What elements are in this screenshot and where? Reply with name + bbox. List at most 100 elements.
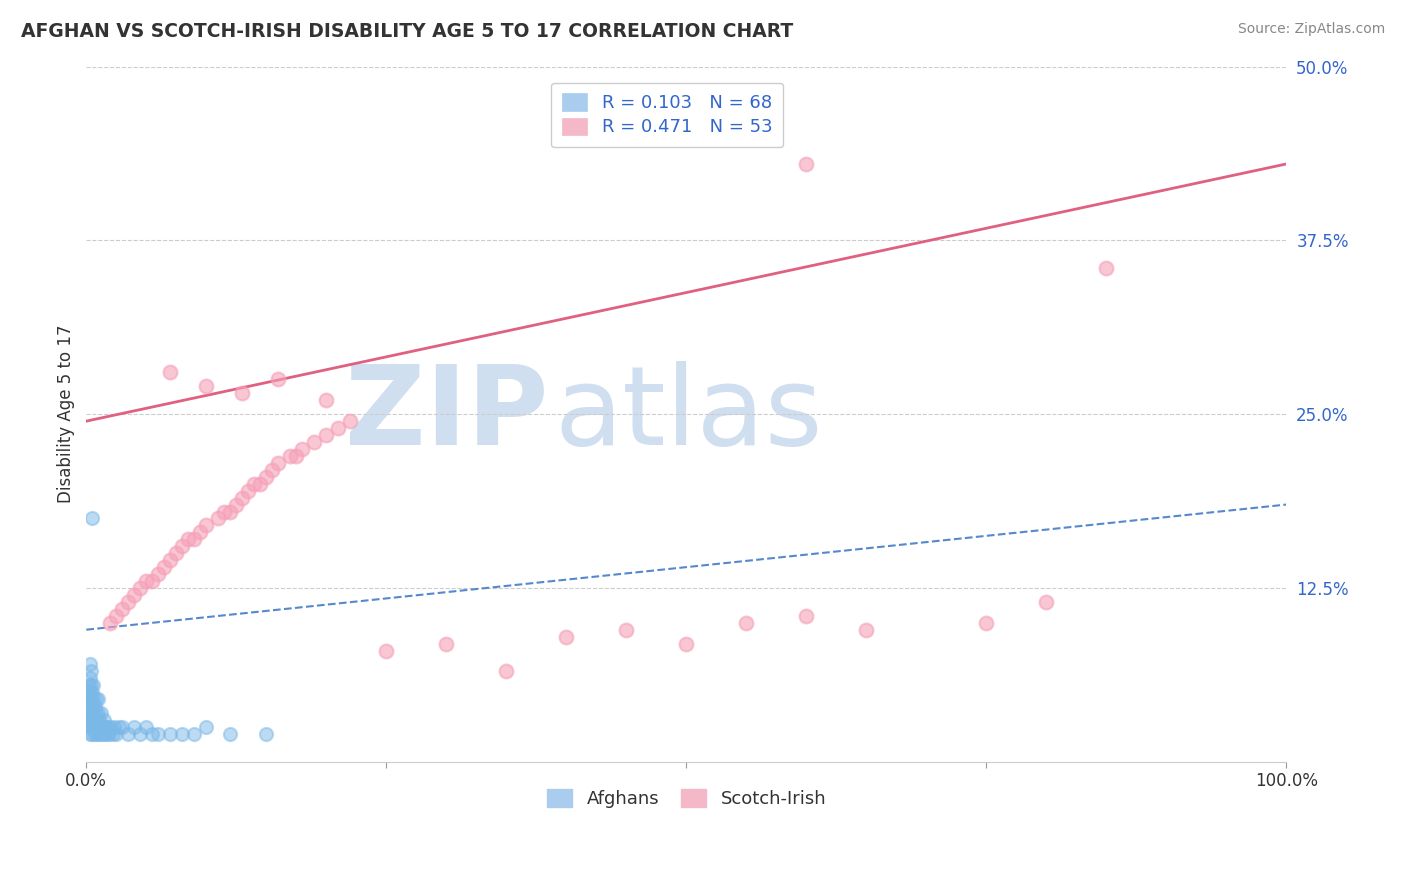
Point xyxy=(103,720,125,734)
Point xyxy=(148,567,170,582)
Point xyxy=(87,706,110,720)
Point xyxy=(735,615,758,630)
Point xyxy=(219,504,242,518)
Point xyxy=(195,518,218,533)
Point xyxy=(159,727,181,741)
Point xyxy=(98,727,121,741)
Text: AFGHAN VS SCOTCH-IRISH DISABILITY AGE 5 TO 17 CORRELATION CHART: AFGHAN VS SCOTCH-IRISH DISABILITY AGE 5 … xyxy=(21,22,793,41)
Point xyxy=(82,713,104,727)
Point xyxy=(135,574,157,588)
Point xyxy=(93,713,115,727)
Point xyxy=(159,366,181,380)
Point xyxy=(98,615,121,630)
Point xyxy=(79,685,101,699)
Point xyxy=(111,720,134,734)
Point xyxy=(243,476,266,491)
Point xyxy=(79,727,101,741)
Point xyxy=(495,665,517,679)
Point xyxy=(80,706,103,720)
Point xyxy=(79,699,101,714)
Point xyxy=(135,720,157,734)
Point xyxy=(83,713,105,727)
Point xyxy=(77,720,100,734)
Point xyxy=(83,727,105,741)
Point xyxy=(80,720,103,734)
Point xyxy=(555,630,578,644)
Y-axis label: Disability Age 5 to 17: Disability Age 5 to 17 xyxy=(58,325,75,503)
Point xyxy=(105,727,128,741)
Point xyxy=(84,692,107,706)
Point xyxy=(183,533,205,547)
Point xyxy=(254,727,277,741)
Point xyxy=(195,379,218,393)
Point xyxy=(82,685,104,699)
Point xyxy=(117,595,139,609)
Point xyxy=(84,706,107,720)
Point xyxy=(304,435,326,450)
Point xyxy=(231,386,253,401)
Point xyxy=(76,685,98,699)
Point xyxy=(90,720,112,734)
Point xyxy=(183,727,205,741)
Point xyxy=(105,608,128,623)
Point xyxy=(328,421,350,435)
Point xyxy=(107,720,129,734)
Point xyxy=(177,533,200,547)
Point xyxy=(249,476,271,491)
Point xyxy=(80,678,103,692)
Point xyxy=(267,456,290,470)
Point xyxy=(129,581,152,595)
Point xyxy=(675,637,697,651)
Point xyxy=(77,692,100,706)
Point xyxy=(124,588,146,602)
Point xyxy=(976,615,998,630)
Point xyxy=(82,706,104,720)
Point xyxy=(267,372,290,386)
Point xyxy=(76,699,98,714)
Point xyxy=(90,706,112,720)
Point xyxy=(188,525,211,540)
Point xyxy=(855,623,877,637)
Point xyxy=(101,727,124,741)
Point xyxy=(141,727,163,741)
Text: ZIP: ZIP xyxy=(344,360,548,467)
Point xyxy=(278,449,301,463)
Point xyxy=(96,727,118,741)
Point xyxy=(172,727,194,741)
Point xyxy=(315,393,337,408)
Point xyxy=(87,720,110,734)
Point xyxy=(86,727,108,741)
Point xyxy=(89,727,111,741)
Point xyxy=(79,657,101,672)
Point xyxy=(77,706,100,720)
Point xyxy=(80,692,103,706)
Point xyxy=(231,491,253,505)
Point xyxy=(225,498,247,512)
Point xyxy=(77,678,100,692)
Point xyxy=(1095,261,1118,276)
Point xyxy=(339,414,361,428)
Point xyxy=(94,720,117,734)
Point xyxy=(214,504,236,518)
Point xyxy=(172,539,194,553)
Point xyxy=(82,720,104,734)
Point xyxy=(82,692,104,706)
Point xyxy=(79,713,101,727)
Text: Source: ZipAtlas.com: Source: ZipAtlas.com xyxy=(1237,22,1385,37)
Point xyxy=(97,720,120,734)
Point xyxy=(84,720,107,734)
Point xyxy=(153,560,176,574)
Point xyxy=(434,637,457,651)
Point xyxy=(89,713,111,727)
Point xyxy=(219,727,242,741)
Point xyxy=(165,546,187,560)
Point xyxy=(76,713,98,727)
Point xyxy=(254,469,277,483)
Point xyxy=(285,449,308,463)
Point xyxy=(83,699,105,714)
Point xyxy=(93,727,115,741)
Point xyxy=(1035,595,1057,609)
Point xyxy=(82,727,104,741)
Point xyxy=(195,720,218,734)
Legend: Afghans, Scotch-Irish: Afghans, Scotch-Irish xyxy=(540,782,834,815)
